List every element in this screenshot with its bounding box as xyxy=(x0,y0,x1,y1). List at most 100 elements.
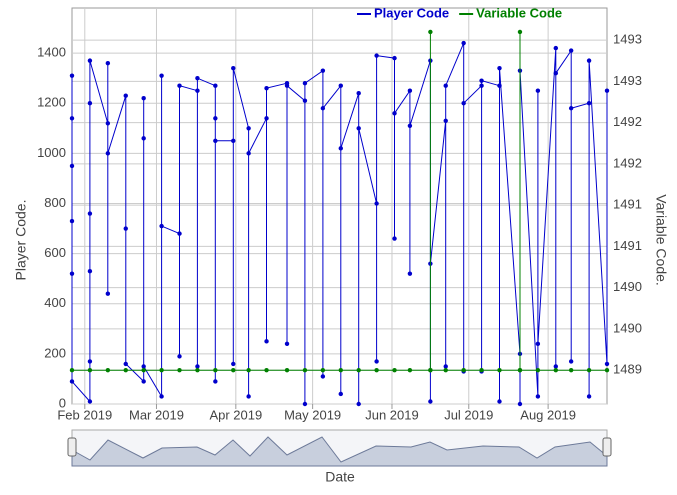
point xyxy=(213,116,218,121)
y-tick-label: 1200 xyxy=(37,95,66,110)
point xyxy=(264,86,269,91)
point xyxy=(69,379,75,384)
point xyxy=(461,40,466,46)
point xyxy=(374,367,379,373)
y-tick-label: 0 xyxy=(59,395,66,410)
y2-tick-label: 1493 xyxy=(613,32,642,47)
point xyxy=(284,83,290,88)
point xyxy=(246,394,251,399)
plot-frame xyxy=(71,7,608,405)
y-tick-label: 600 xyxy=(44,245,66,260)
point xyxy=(264,116,269,121)
point xyxy=(246,367,251,373)
point xyxy=(392,55,397,61)
point xyxy=(159,367,164,373)
point xyxy=(568,106,574,111)
point xyxy=(246,126,251,131)
point xyxy=(443,83,448,88)
point xyxy=(374,359,379,364)
point xyxy=(246,151,251,156)
point xyxy=(264,367,269,373)
point xyxy=(159,73,164,78)
y2-tick-label: 1489 xyxy=(613,362,642,377)
point xyxy=(302,80,308,86)
point xyxy=(213,83,218,88)
point xyxy=(604,361,610,367)
point xyxy=(428,367,433,373)
point xyxy=(320,68,326,73)
point xyxy=(497,83,502,88)
point xyxy=(586,101,592,106)
point xyxy=(69,163,75,169)
point xyxy=(479,83,484,88)
point xyxy=(604,88,610,93)
point xyxy=(586,58,592,63)
y-tick-label: 1000 xyxy=(37,145,66,160)
point xyxy=(141,96,146,101)
point xyxy=(302,401,308,407)
legend-item[interactable]: Player Code xyxy=(357,5,449,20)
point xyxy=(159,394,164,399)
point xyxy=(428,399,433,404)
point xyxy=(568,367,574,373)
point xyxy=(213,138,218,144)
point xyxy=(231,367,236,373)
point xyxy=(231,361,236,367)
point xyxy=(407,123,413,128)
x-tick-label: May 2019 xyxy=(284,407,341,422)
point xyxy=(231,138,236,144)
x-tick-label: Mar 2019 xyxy=(129,407,184,422)
navigator[interactable] xyxy=(67,429,612,467)
point xyxy=(177,354,182,359)
point xyxy=(479,367,484,373)
point xyxy=(87,367,93,373)
point xyxy=(123,361,128,367)
point xyxy=(553,45,559,51)
point xyxy=(374,201,379,206)
point xyxy=(497,65,502,71)
y2-tick-label: 1492 xyxy=(613,114,642,129)
point xyxy=(69,73,75,78)
point xyxy=(264,339,269,344)
y2-tick-label: 1491 xyxy=(613,238,642,253)
point xyxy=(105,151,111,156)
x-tick-label: Apr 2019 xyxy=(209,407,262,422)
legend-item[interactable]: Variable Code xyxy=(459,5,562,20)
point xyxy=(69,367,75,373)
point xyxy=(195,367,200,373)
point xyxy=(195,88,200,93)
point xyxy=(123,367,128,373)
point xyxy=(356,367,361,373)
x-axis-title: Date xyxy=(325,469,355,485)
point xyxy=(87,399,93,404)
point xyxy=(461,367,466,373)
y-tick-label: 200 xyxy=(44,345,66,360)
point xyxy=(517,367,523,373)
point xyxy=(553,364,559,369)
navigator-handle[interactable] xyxy=(602,437,612,457)
point xyxy=(320,374,326,379)
point xyxy=(443,364,448,369)
point xyxy=(87,268,93,274)
point xyxy=(392,236,397,241)
point xyxy=(428,29,433,35)
point xyxy=(568,359,574,364)
point xyxy=(302,367,308,373)
point xyxy=(553,367,559,373)
point xyxy=(87,211,93,216)
x-tick-label: Aug 2019 xyxy=(520,407,576,422)
point xyxy=(177,367,182,373)
point xyxy=(195,364,200,369)
y-tick-label: 400 xyxy=(44,295,66,310)
point xyxy=(105,291,111,296)
point xyxy=(87,101,93,106)
point xyxy=(123,93,128,98)
navigator-handle[interactable] xyxy=(67,437,77,457)
point xyxy=(284,367,290,373)
point xyxy=(141,367,146,373)
point xyxy=(356,91,361,96)
point xyxy=(392,111,397,116)
point xyxy=(586,394,592,399)
point xyxy=(141,136,146,141)
point xyxy=(69,116,75,121)
